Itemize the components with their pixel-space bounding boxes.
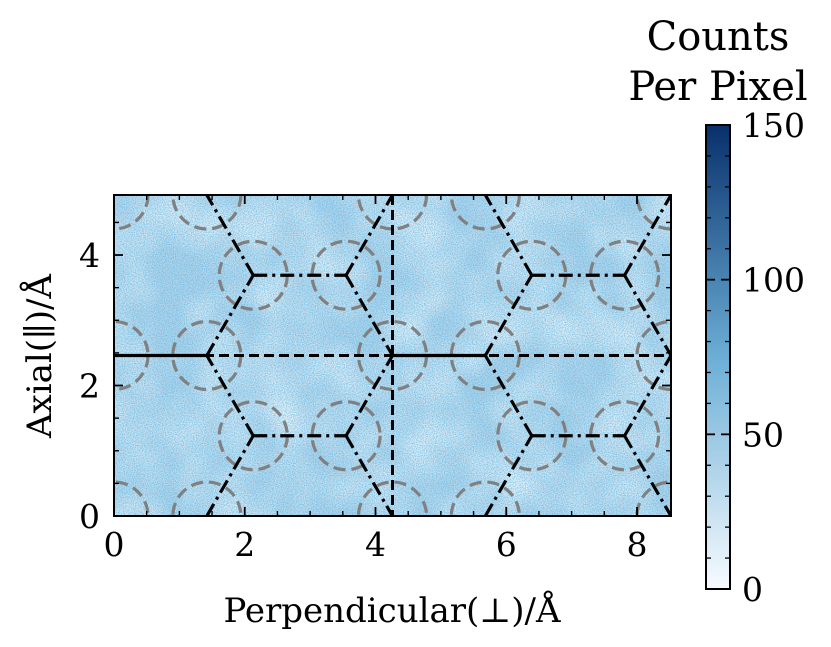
colorbar-tick-label: 100: [742, 261, 805, 300]
y-tick-label: 2: [79, 367, 100, 406]
lattice-bond: [483, 274, 534, 357]
colorbar-title-line2: Per Pixel: [628, 64, 807, 110]
site-circle: [588, 400, 661, 472]
lattice-bond: [483, 195, 534, 277]
y-tick-label: 0: [79, 497, 100, 536]
lattice-bond: [205, 274, 255, 357]
colorbar-ticks: 0 50 100 150: [706, 106, 805, 609]
x-axis-label: Perpendicular(⊥)/Å: [224, 590, 561, 631]
x-tick-label: 2: [234, 525, 255, 564]
site-circle: [310, 400, 382, 472]
x-tick-label: 6: [496, 525, 517, 564]
x-ticks: 0 2 4 6 8: [104, 195, 671, 564]
lattice-bond: [623, 195, 671, 277]
y-axis-label: Axial(∥)/Å: [19, 274, 60, 439]
site-circle: [310, 239, 382, 311]
lattice-bond: [344, 195, 394, 277]
lattice-bond: [623, 434, 671, 516]
colorbar-tick-label: 150: [742, 106, 805, 145]
plot-frame: [113, 194, 672, 517]
colorbar-gradient: [705, 124, 731, 590]
colorbar: 0 50 100 150 Counts Per Pixel: [628, 14, 807, 609]
y-ticks: 0 2 4: [79, 221, 671, 536]
reference-lines: [114, 195, 671, 516]
site-circle: [588, 239, 661, 311]
x-tick-label: 0: [104, 525, 125, 564]
plot-area: 0 2 4 6 8 0 2 4: [79, 194, 672, 564]
lattice-bond: [344, 274, 394, 357]
lattice-bond: [344, 434, 394, 516]
y-tick-label: 4: [79, 236, 100, 275]
lattice-bond: [483, 354, 534, 437]
lattice-bond: [344, 354, 394, 437]
lattice-bond: [483, 434, 534, 516]
colorbar-tick-label: 50: [742, 415, 784, 454]
x-tick-label: 4: [365, 525, 386, 564]
lattice-bond: [205, 434, 255, 516]
lattice-bond: [623, 274, 671, 357]
colorbar-tick-label: 0: [742, 570, 763, 609]
lattice-bond: [205, 195, 255, 277]
lattice-bond: [205, 354, 255, 437]
colorbar-title-line1: Counts: [647, 14, 790, 60]
x-tick-label: 8: [627, 525, 648, 564]
lattice-bond: [623, 354, 671, 437]
